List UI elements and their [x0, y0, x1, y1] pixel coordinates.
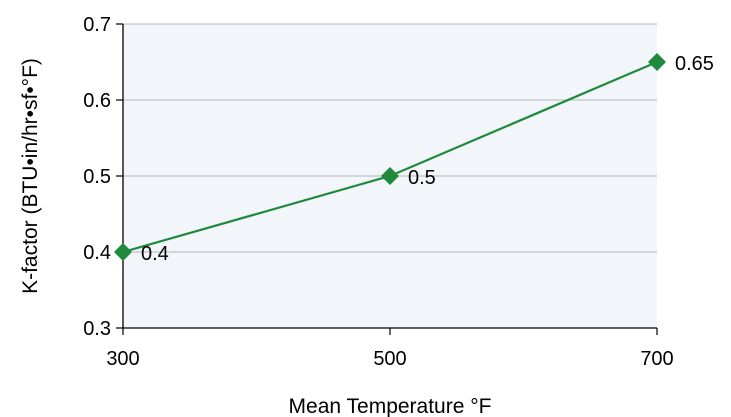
y-tick-label: 0.7	[83, 14, 111, 36]
x-axis-title: Mean Temperature °F	[289, 395, 492, 417]
y-tick-label: 0.4	[83, 242, 111, 264]
data-point-marker	[648, 53, 666, 71]
data-point-marker	[381, 167, 399, 185]
y-axis-title: K-factor (BTU•in/hr•sf•°F)	[19, 58, 42, 294]
data-label: 0.65	[675, 53, 714, 75]
x-tick-label: 700	[640, 348, 673, 370]
x-tick-label: 500	[373, 348, 406, 370]
y-tick-label: 0.3	[83, 318, 111, 340]
y-tick-label: 0.5	[83, 166, 111, 188]
axes	[116, 23, 658, 335]
x-tick-label: 300	[106, 348, 139, 370]
data-point-marker	[114, 243, 132, 261]
data-labels: 0.4 0.5 0.65	[141, 53, 714, 265]
y-tick-label: 0.6	[83, 90, 111, 112]
data-label: 0.5	[408, 167, 436, 189]
data-label: 0.4	[141, 243, 169, 265]
data-series	[114, 53, 666, 261]
tick-labels: 0.3 0.4 0.5 0.6 0.7 300 500 700	[83, 14, 674, 370]
